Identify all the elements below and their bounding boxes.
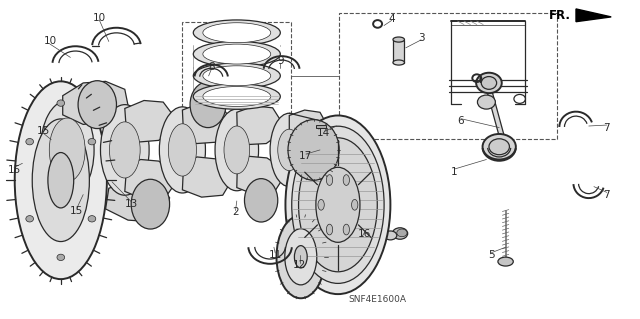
- Ellipse shape: [393, 60, 404, 65]
- Ellipse shape: [190, 82, 226, 128]
- Text: 7: 7: [604, 189, 610, 200]
- Text: 14: 14: [317, 128, 330, 138]
- Ellipse shape: [397, 229, 407, 237]
- Text: 15: 15: [8, 165, 20, 175]
- Polygon shape: [237, 156, 282, 195]
- Polygon shape: [125, 160, 174, 199]
- Bar: [316, 125, 326, 128]
- Ellipse shape: [203, 86, 271, 107]
- Ellipse shape: [285, 115, 390, 294]
- Ellipse shape: [392, 228, 408, 239]
- Ellipse shape: [316, 167, 360, 242]
- Ellipse shape: [40, 100, 94, 199]
- Text: 17: 17: [300, 151, 312, 161]
- Ellipse shape: [276, 215, 325, 298]
- Ellipse shape: [215, 109, 259, 191]
- Text: 12: 12: [293, 260, 306, 271]
- Ellipse shape: [384, 231, 397, 240]
- Ellipse shape: [309, 128, 337, 172]
- Bar: [339, 13, 557, 139]
- Ellipse shape: [343, 224, 349, 235]
- Ellipse shape: [57, 254, 65, 261]
- Bar: [393, 40, 404, 63]
- Text: 10: 10: [93, 12, 106, 23]
- Text: 5: 5: [488, 249, 495, 260]
- Ellipse shape: [270, 113, 308, 187]
- Ellipse shape: [326, 224, 333, 235]
- Text: 4: 4: [388, 13, 395, 24]
- Ellipse shape: [477, 95, 495, 109]
- Ellipse shape: [88, 138, 96, 145]
- Text: 15: 15: [37, 126, 50, 136]
- Text: 7: 7: [604, 122, 610, 133]
- Ellipse shape: [203, 44, 271, 64]
- Text: FR.: FR.: [549, 9, 571, 22]
- Ellipse shape: [224, 126, 250, 174]
- Ellipse shape: [294, 246, 307, 268]
- Text: 11: 11: [269, 250, 282, 260]
- Text: 3: 3: [418, 33, 424, 43]
- Ellipse shape: [481, 77, 497, 89]
- Ellipse shape: [298, 138, 378, 272]
- Text: 2: 2: [232, 207, 239, 217]
- Ellipse shape: [193, 84, 280, 109]
- Ellipse shape: [292, 126, 384, 283]
- Ellipse shape: [26, 216, 33, 222]
- Polygon shape: [106, 181, 170, 222]
- Ellipse shape: [109, 122, 140, 178]
- Ellipse shape: [193, 20, 280, 45]
- Ellipse shape: [476, 73, 502, 93]
- Ellipse shape: [131, 179, 170, 229]
- Text: 1: 1: [451, 167, 458, 177]
- Polygon shape: [576, 9, 611, 22]
- Text: 15: 15: [70, 205, 83, 216]
- Text: 4: 4: [476, 75, 482, 85]
- Ellipse shape: [244, 179, 278, 222]
- Ellipse shape: [193, 41, 280, 67]
- Ellipse shape: [343, 175, 349, 185]
- Ellipse shape: [49, 118, 85, 182]
- Ellipse shape: [351, 199, 358, 210]
- Ellipse shape: [203, 66, 271, 86]
- Polygon shape: [125, 100, 173, 142]
- Polygon shape: [182, 157, 230, 197]
- Ellipse shape: [32, 119, 90, 241]
- Ellipse shape: [498, 257, 513, 266]
- Text: 8: 8: [208, 62, 214, 72]
- Ellipse shape: [15, 81, 107, 279]
- Ellipse shape: [193, 63, 280, 89]
- Ellipse shape: [278, 129, 301, 171]
- Ellipse shape: [26, 138, 33, 145]
- Text: 16: 16: [358, 229, 371, 240]
- Polygon shape: [63, 81, 128, 124]
- Ellipse shape: [393, 37, 404, 42]
- Ellipse shape: [57, 100, 65, 106]
- Ellipse shape: [48, 152, 74, 208]
- Ellipse shape: [326, 175, 333, 185]
- Ellipse shape: [100, 105, 149, 195]
- Ellipse shape: [168, 124, 196, 176]
- Polygon shape: [486, 89, 506, 141]
- Ellipse shape: [288, 120, 339, 180]
- Text: 13: 13: [125, 199, 138, 209]
- Ellipse shape: [78, 81, 116, 129]
- Polygon shape: [289, 110, 326, 146]
- Text: 10: 10: [44, 36, 56, 47]
- Polygon shape: [237, 106, 280, 145]
- Polygon shape: [182, 103, 229, 144]
- Ellipse shape: [285, 229, 317, 285]
- Bar: [182, 22, 291, 129]
- Ellipse shape: [203, 23, 271, 43]
- Text: 9: 9: [277, 56, 284, 66]
- Text: SNF4E1600A: SNF4E1600A: [349, 295, 406, 304]
- Ellipse shape: [159, 107, 205, 193]
- Text: 6: 6: [458, 116, 464, 126]
- Ellipse shape: [318, 199, 324, 210]
- Ellipse shape: [88, 216, 96, 222]
- Ellipse shape: [489, 139, 509, 155]
- Ellipse shape: [483, 134, 516, 160]
